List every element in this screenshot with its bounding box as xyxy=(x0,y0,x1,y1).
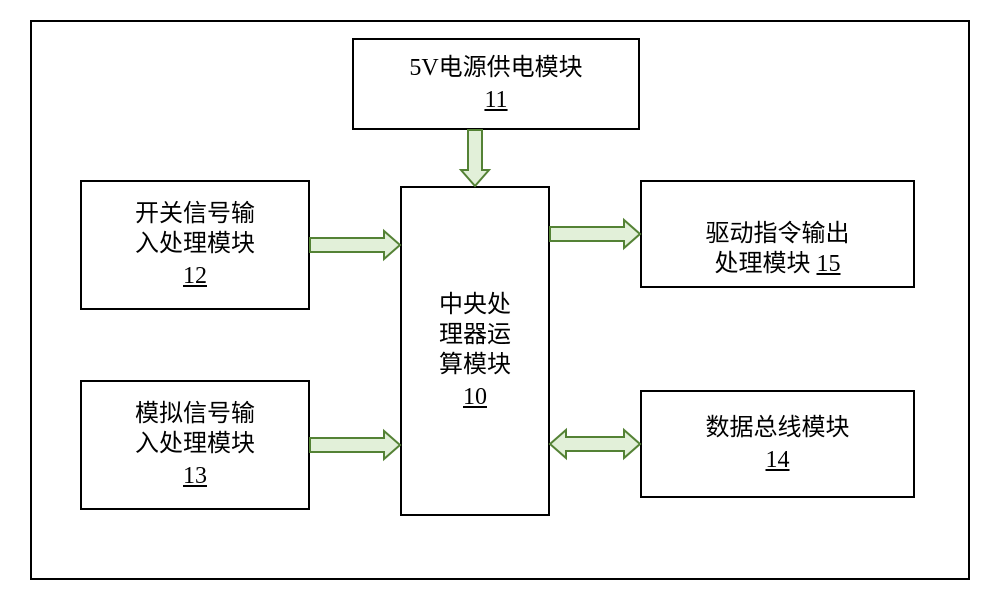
node-power-num: 11 xyxy=(484,85,507,115)
node-power: 5V电源供电模块 11 xyxy=(352,38,640,130)
node-analog-num: 13 xyxy=(183,461,207,491)
node-switch-label: 开关信号输 入处理模块 xyxy=(135,199,255,259)
diagram-canvas: 5V电源供电模块 11 开关信号输 入处理模块 12 模拟信号输 入处理模块 1… xyxy=(0,0,1000,600)
node-analog: 模拟信号输 入处理模块 13 xyxy=(80,380,310,510)
node-power-label: 5V电源供电模块 xyxy=(409,53,582,83)
node-cpu: 中央处 理器运 算模块 10 xyxy=(400,186,550,516)
node-cpu-num: 10 xyxy=(463,382,487,412)
node-cpu-label: 中央处 理器运 算模块 xyxy=(439,290,511,380)
node-drive-label: 驱动指令输出 处理模块 15 xyxy=(706,189,850,279)
node-switch-num: 12 xyxy=(183,261,207,291)
node-bus: 数据总线模块 14 xyxy=(640,390,915,498)
node-analog-label: 模拟信号输 入处理模块 xyxy=(135,399,255,459)
node-bus-label: 数据总线模块 xyxy=(706,413,850,443)
node-bus-num: 14 xyxy=(766,445,790,475)
node-drive: 驱动指令输出 处理模块 15 xyxy=(640,180,915,288)
node-drive-num: 15 xyxy=(817,251,841,277)
node-switch: 开关信号输 入处理模块 12 xyxy=(80,180,310,310)
